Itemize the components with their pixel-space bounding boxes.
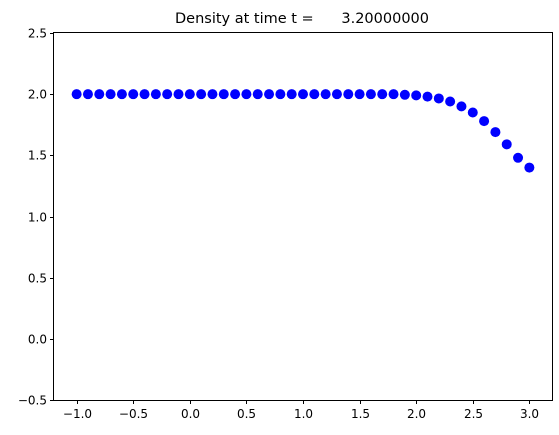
data-point bbox=[82, 89, 93, 100]
data-point bbox=[196, 89, 207, 100]
y-tick-label: 2.0 bbox=[28, 88, 47, 102]
y-tick-label: 0.0 bbox=[28, 333, 47, 347]
data-point bbox=[399, 89, 410, 100]
data-point bbox=[71, 89, 82, 100]
y-axis-ticks: −0.5 0.0 0.5 1.0 1.5 2.0 2.5 bbox=[18, 27, 54, 408]
data-point bbox=[128, 89, 139, 100]
data-point bbox=[343, 89, 354, 100]
data-point bbox=[286, 89, 297, 100]
data-point bbox=[241, 89, 252, 100]
x-tick-label: −0.5 bbox=[119, 407, 148, 421]
data-point bbox=[298, 89, 308, 100]
data-point bbox=[331, 89, 342, 100]
data-point bbox=[354, 89, 365, 100]
data-point bbox=[501, 139, 512, 150]
y-tick-label: 1.0 bbox=[28, 211, 47, 225]
plot-points bbox=[71, 89, 535, 173]
x-tick-label: −1.0 bbox=[63, 407, 92, 421]
data-point bbox=[365, 89, 376, 100]
data-point bbox=[467, 107, 478, 118]
data-point bbox=[479, 116, 490, 127]
data-point bbox=[411, 90, 422, 101]
y-tick-label: −0.5 bbox=[18, 394, 47, 408]
data-point bbox=[207, 89, 218, 100]
x-tick-label: 1.5 bbox=[351, 407, 370, 421]
data-point bbox=[513, 152, 524, 163]
data-point bbox=[94, 89, 105, 100]
x-tick-label: 1.0 bbox=[294, 407, 313, 421]
data-point bbox=[422, 91, 433, 102]
y-tick-label: 0.5 bbox=[28, 272, 47, 286]
data-point bbox=[162, 89, 173, 100]
chart-title: Density at time t = 3.20000000 bbox=[175, 11, 429, 27]
data-point bbox=[218, 89, 229, 100]
data-point bbox=[173, 89, 184, 100]
data-point bbox=[433, 93, 444, 104]
x-tick-label: 0.0 bbox=[181, 407, 200, 421]
y-tick-label: 1.5 bbox=[28, 149, 47, 163]
y-tick-label: 2.5 bbox=[28, 27, 47, 41]
x-axis-ticks: −1.0 −0.5 0.0 0.5 1.0 1.5 2.0 2.5 3.0 bbox=[63, 400, 539, 421]
data-point bbox=[456, 101, 467, 112]
data-point bbox=[275, 89, 286, 100]
data-point bbox=[264, 89, 275, 100]
data-point bbox=[445, 96, 456, 107]
data-point bbox=[388, 89, 399, 100]
data-point bbox=[230, 89, 241, 100]
x-tick-label: 2.5 bbox=[464, 407, 483, 421]
plot-frame bbox=[53, 32, 553, 401]
data-point bbox=[377, 89, 388, 100]
x-tick-label: 3.0 bbox=[520, 407, 539, 421]
data-point bbox=[490, 127, 501, 138]
data-point bbox=[184, 89, 195, 100]
data-point bbox=[105, 89, 116, 100]
x-tick-label: 2.0 bbox=[407, 407, 426, 421]
x-tick-label: 0.5 bbox=[237, 407, 256, 421]
data-point bbox=[150, 89, 161, 100]
data-point bbox=[139, 89, 150, 100]
data-point bbox=[320, 89, 331, 100]
data-point bbox=[309, 89, 320, 100]
data-point bbox=[252, 89, 263, 100]
data-point bbox=[116, 89, 127, 100]
data-point bbox=[524, 162, 535, 173]
